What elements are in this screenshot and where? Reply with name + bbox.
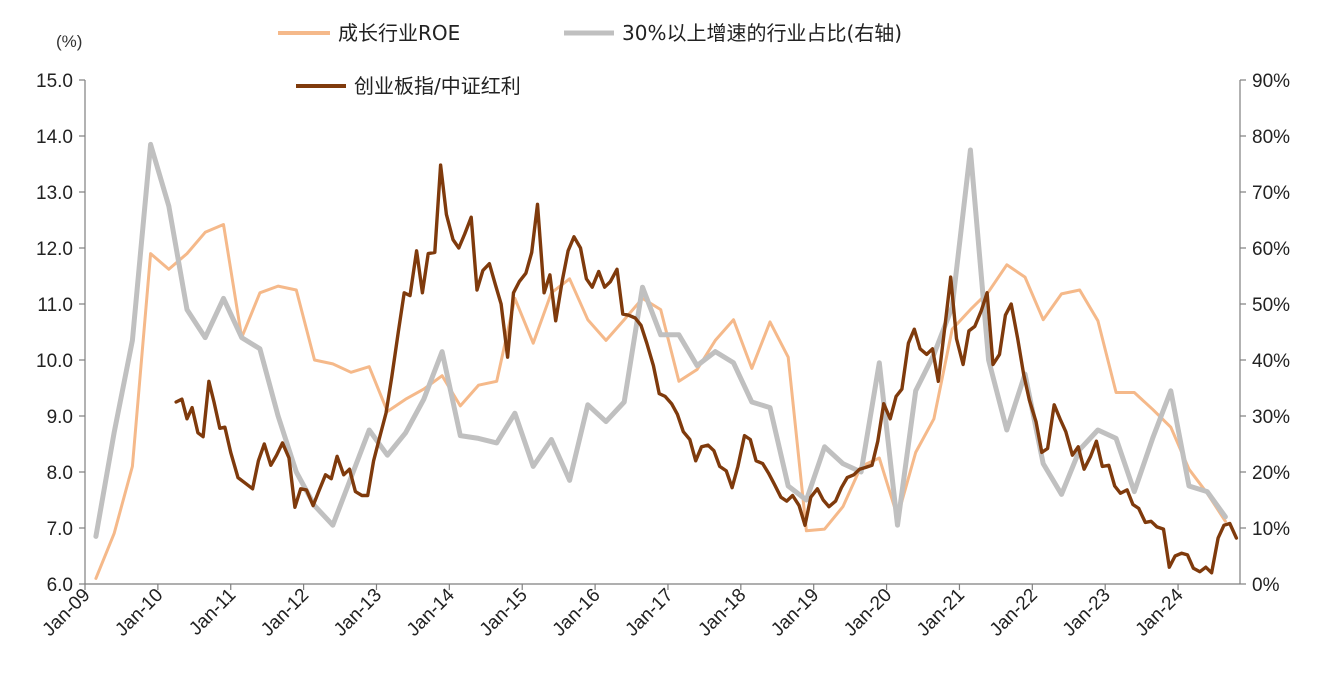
x-tick-label: Jan-20 (840, 585, 896, 641)
left-axis-ticks: 6.0 7.0 8.0 9.0 10.0 11.0 12.0 13.0 14.0 15.0 (36, 71, 85, 596)
x-tick-label: Jan-23 (1059, 585, 1115, 641)
right-tick-label: 20% (1252, 463, 1290, 484)
x-tick-label: Jan-22 (986, 585, 1042, 641)
left-tick-label: 10.0 (36, 351, 73, 372)
left-tick-label: 13.0 (36, 183, 73, 204)
right-tick-label: 40% (1252, 351, 1290, 372)
right-tick-label: 70% (1252, 183, 1290, 204)
left-tick-label: 7.0 (47, 519, 73, 540)
x-tick-label: Jan-21 (913, 585, 969, 641)
legend-label-chinext-ratio: 创业板指/中证红利 (354, 74, 521, 98)
x-tick-label: Jan-16 (549, 585, 605, 641)
right-tick-label: 0% (1252, 575, 1280, 596)
legend-item-chinext-ratio: 创业板指/中证红利 (296, 74, 521, 98)
left-tick-label: 6.0 (47, 575, 73, 596)
legend-label-growth-roe: 成长行业ROE (338, 21, 460, 45)
series-line-growth-roe (94, 223, 1227, 580)
y-unit-label: (%) (56, 32, 82, 51)
x-tick-label: Jan-17 (622, 585, 678, 641)
x-tick-label: Jan-15 (476, 585, 532, 641)
right-tick-label: 30% (1252, 407, 1290, 428)
right-tick-label: 10% (1252, 519, 1290, 540)
series-line-chinext-ratio (174, 163, 1239, 575)
legend-item-industry-share: 30%以上增速的行业占比(右轴) (564, 21, 902, 45)
right-tick-label: 50% (1252, 295, 1290, 316)
right-axis-ticks: 0% 10% 20% 30% 40% 50% 60% 70% 80% 90% (1240, 71, 1290, 596)
right-tick-label: 60% (1252, 239, 1290, 260)
x-tick-label: Jan-18 (694, 585, 750, 641)
x-tick-label: Jan-13 (330, 585, 386, 641)
x-tick-label: Jan-19 (767, 585, 823, 641)
legend-label-industry-share: 30%以上增速的行业占比(右轴) (622, 21, 902, 45)
left-tick-label: 11.0 (37, 295, 73, 316)
left-tick-label: 8.0 (47, 463, 73, 484)
right-tick-label: 80% (1252, 127, 1290, 148)
left-tick-label: 9.0 (47, 407, 73, 428)
x-tick-label: Jan-10 (111, 585, 167, 641)
left-tick-label: 14.0 (36, 127, 73, 148)
x-tick-label: Jan-11 (185, 585, 240, 640)
left-tick-label: 12.0 (36, 239, 73, 260)
series-line-industry-share (93, 141, 1228, 539)
legend: 成长行业ROE 30%以上增速的行业占比(右轴) 创业板指/中证红利 (278, 21, 902, 98)
legend-item-growth-roe: 成长行业ROE (278, 21, 460, 45)
series-layer (93, 141, 1239, 580)
x-tick-label: Jan-14 (403, 584, 459, 640)
x-tick-label: Jan-12 (257, 585, 313, 641)
right-tick-label: 90% (1252, 71, 1290, 92)
axes (84, 80, 1241, 585)
x-axis-ticks: Jan-09 Jan-10 Jan-11 Jan-12 Jan-13 Jan-14 Jan-… (39, 584, 1188, 641)
x-tick-label: Jan-24 (1132, 584, 1188, 640)
left-tick-label: 15.0 (36, 71, 73, 92)
